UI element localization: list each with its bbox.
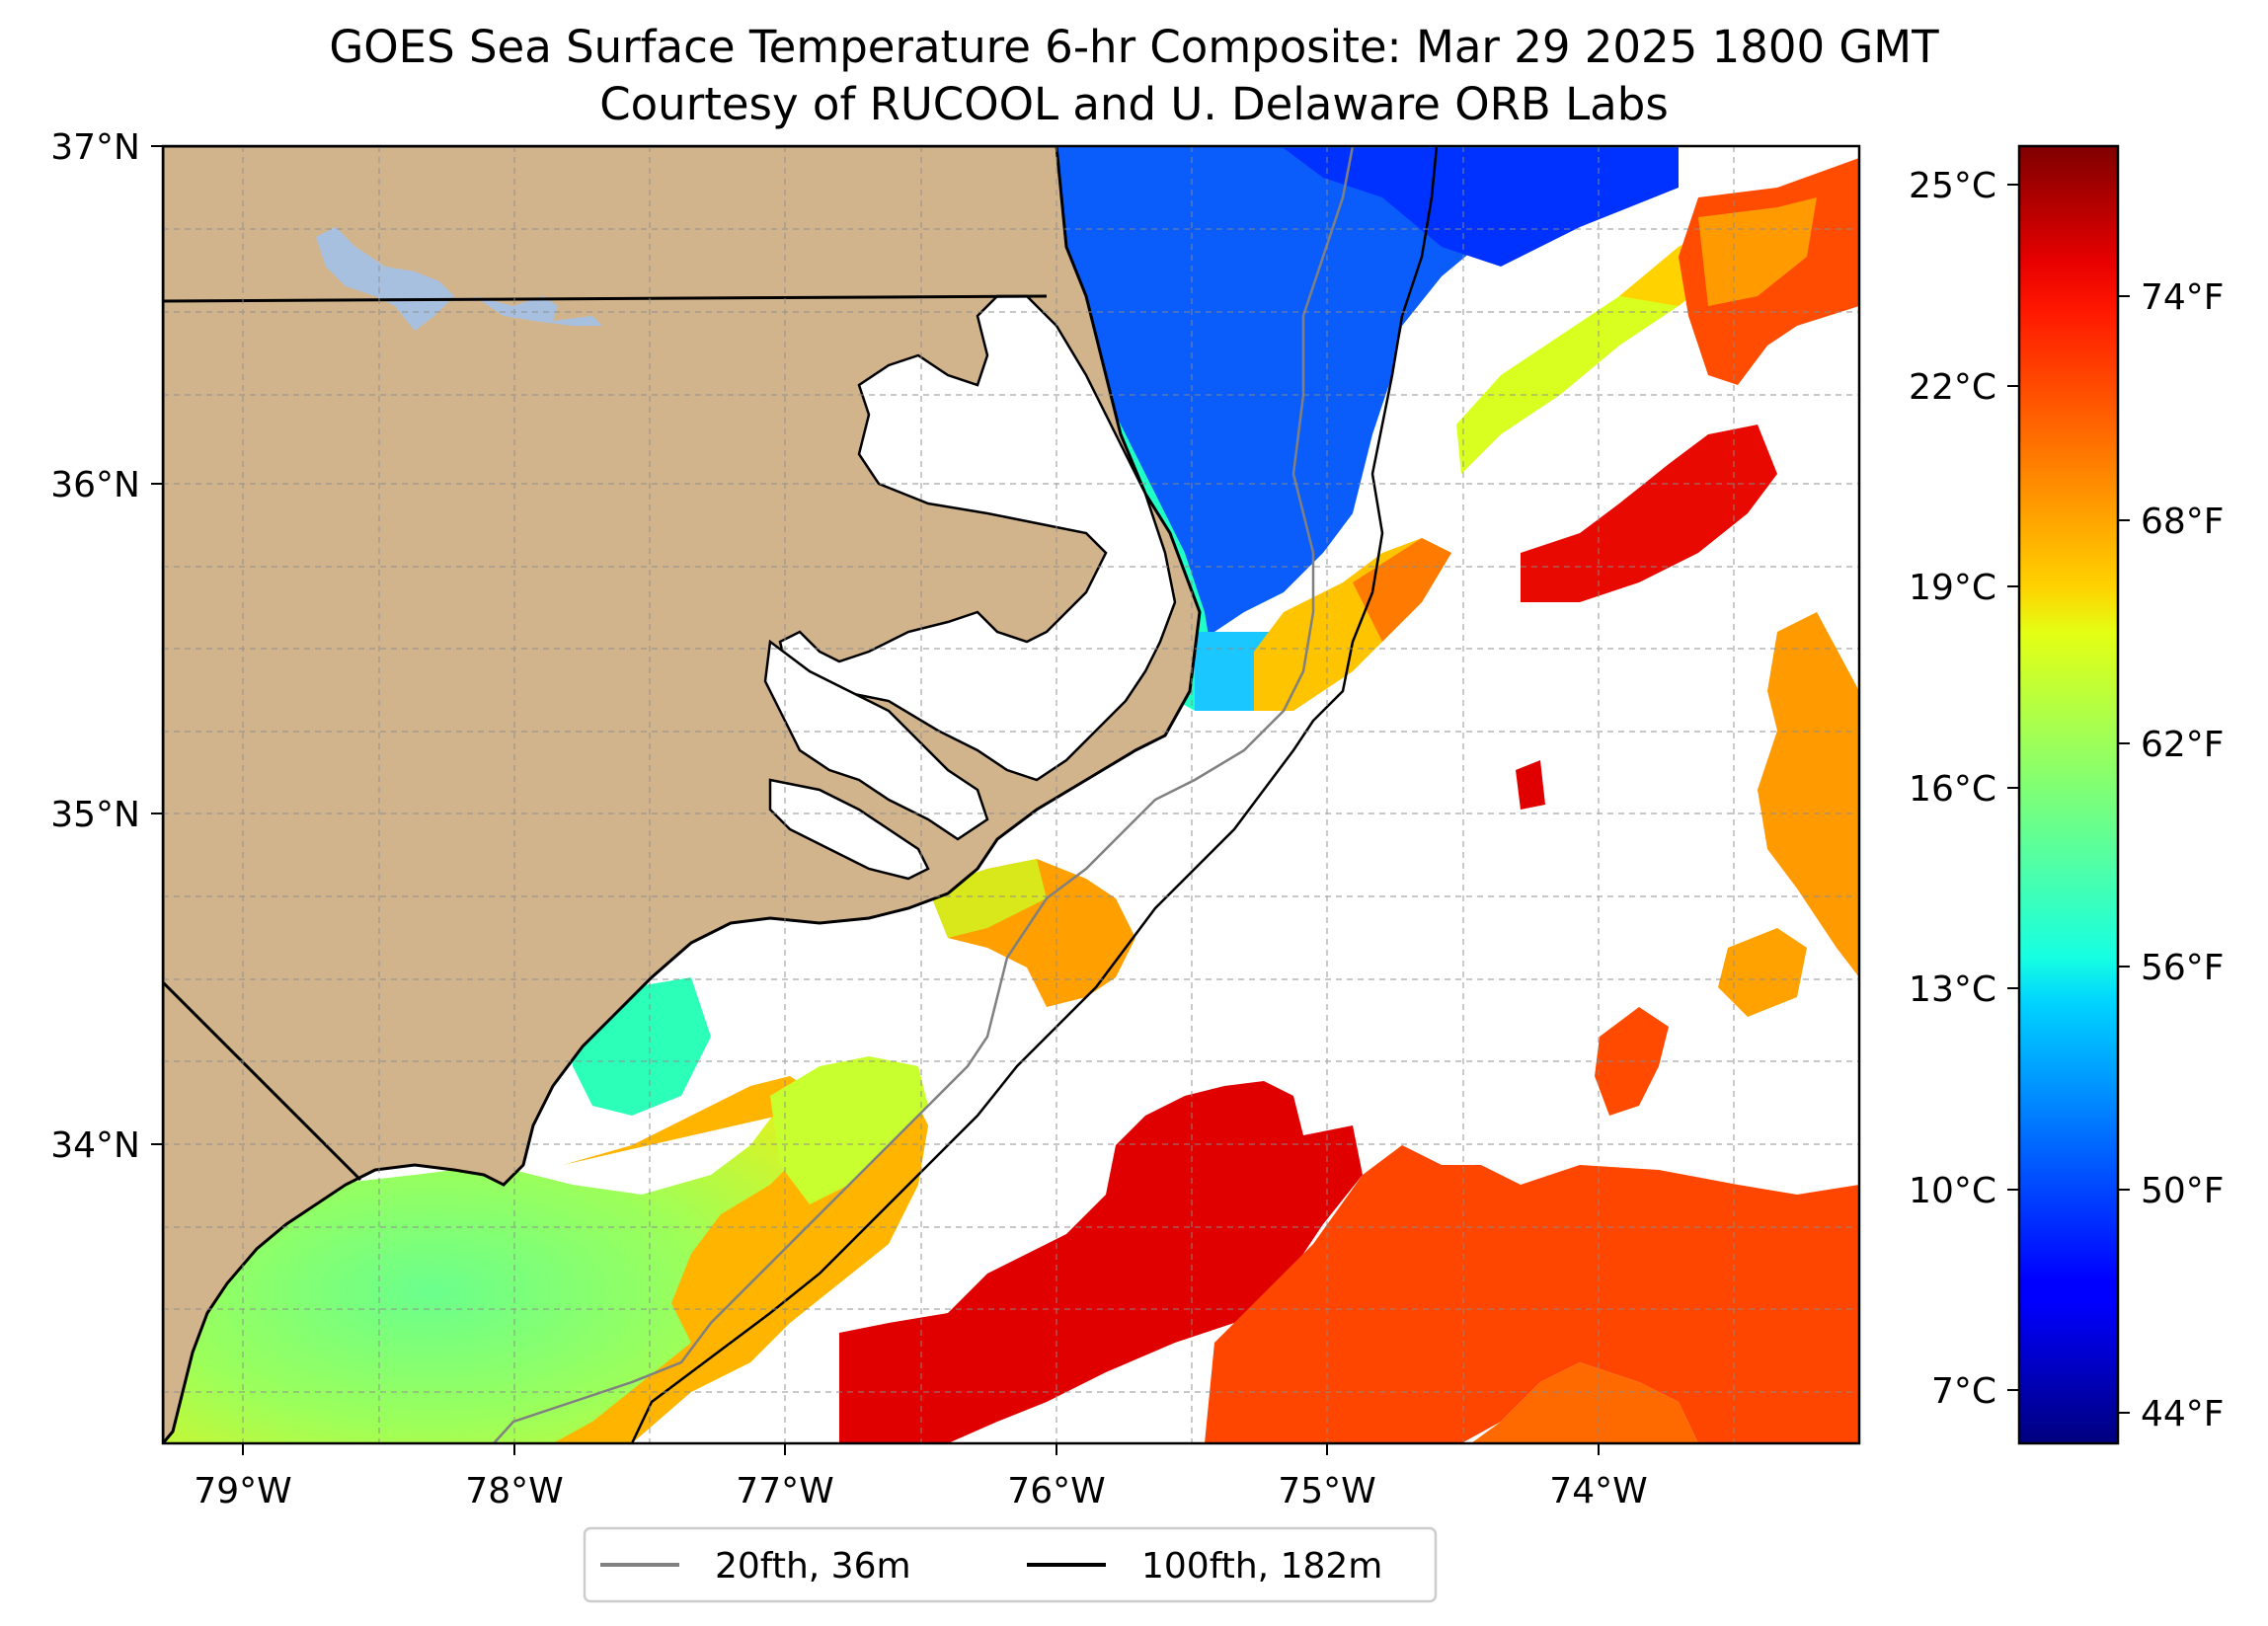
lon-tick-label: 78°W: [465, 1471, 563, 1511]
lon-tick-labels: 79°W 78°W 77°W 76°W 75°W 74°W: [194, 1471, 1647, 1511]
colorbar-gradient: [2017, 144, 2120, 1445]
fahrenheit-tick-label: 68°F: [2141, 502, 2225, 542]
legend-label-100fth: 100fth, 182m: [1141, 1546, 1382, 1587]
neuse-river-estuary: [768, 778, 930, 881]
legend: 20fth, 36m 100fth, 182m: [583, 1526, 1438, 1603]
lat-tick-label: 35°N: [50, 795, 140, 835]
sst-red-patch-east: [1521, 425, 1777, 602]
celsius-tick-labels: 25°C 22°C 19°C 16°C 13°C 10°C 7°C: [1909, 166, 1996, 1412]
map-title: GOES Sea Surface Temperature 6-hr Compos…: [329, 21, 1939, 73]
map-frame: [161, 144, 1861, 1445]
celsius-tick-label: 19°C: [1909, 568, 1996, 608]
celsius-tick-label: 16°C: [1909, 769, 1996, 810]
sst-colder-blue-region: [1284, 148, 1679, 267]
state-border-nc-sc: [163, 980, 362, 1182]
sst-small-red-spot: [1516, 760, 1545, 810]
lat-tick-label: 37°N: [50, 127, 140, 168]
lon-tick-label: 79°W: [194, 1471, 291, 1511]
fahrenheit-tick-label: 50°F: [2141, 1171, 2225, 1211]
sst-front-orange-dark: [1353, 538, 1451, 642]
fahrenheit-tick-label: 62°F: [2141, 725, 2225, 765]
sst-red-south-core: [839, 1081, 1363, 1443]
sst-orange-east-blob: [1718, 928, 1807, 1017]
celsius-tick-label: 13°C: [1909, 969, 1996, 1010]
lon-tick-label: 76°W: [1007, 1471, 1105, 1511]
lat-tick-label: 34°N: [50, 1125, 140, 1166]
lat-tick-label: 36°N: [50, 465, 140, 505]
lon-tick-label: 77°W: [736, 1471, 833, 1511]
sst-orange-northeast: [1698, 197, 1817, 306]
lake-kerr: [316, 227, 454, 331]
lon-tick-label: 75°W: [1278, 1471, 1375, 1511]
lon-tick-label: 74°W: [1549, 1471, 1647, 1511]
fahrenheit-tick-label: 44°F: [2141, 1394, 2225, 1434]
fahrenheit-tick-label: 56°F: [2141, 948, 2225, 988]
sst-yellow-green-patch: [770, 1056, 928, 1204]
celsius-ticks: [2007, 184, 2019, 1391]
legend-box: [583, 1526, 1438, 1603]
pamlico-river-estuary: [763, 639, 989, 841]
state-border-va-nc: [163, 294, 1048, 303]
lat-tick-labels: 37°N 36°N 35°N 34°N: [50, 127, 140, 1166]
celsius-tick-label: 25°C: [1909, 166, 1996, 206]
gridlines: [163, 146, 1859, 1443]
fahrenheit-tick-labels: 74°F 68°F 62°F 56°F 50°F 44°F: [2141, 277, 2225, 1434]
celsius-tick-label: 22°C: [1909, 367, 1996, 408]
axis-ticks: [151, 145, 1600, 1455]
map-panel: [163, 146, 1859, 1443]
contour-20fth-36m: [493, 146, 1355, 1443]
fahrenheit-tick-label: 74°F: [2141, 277, 2225, 318]
estuaries: [763, 294, 1177, 881]
map-subtitle: Courtesy of RUCOOL and U. Delaware ORB L…: [599, 78, 1669, 130]
sst-orange-south-inner: [1471, 1362, 1698, 1443]
celsius-tick-label: 7°C: [1931, 1371, 1996, 1412]
fahrenheit-ticks: [2118, 295, 2130, 1414]
lake-gaston: [474, 296, 602, 326]
sst-orange-red-south: [1205, 1145, 1859, 1443]
colorbar: 25°C 22°C 19°C 16°C 13°C 10°C 7°C 74°F 6…: [1909, 144, 2225, 1445]
sst-orange-east-edge: [1758, 612, 1859, 977]
legend-label-20fth: 20fth, 36m: [715, 1546, 911, 1587]
celsius-tick-label: 10°C: [1909, 1171, 1996, 1211]
contour-100fth-182m: [630, 146, 1439, 1443]
